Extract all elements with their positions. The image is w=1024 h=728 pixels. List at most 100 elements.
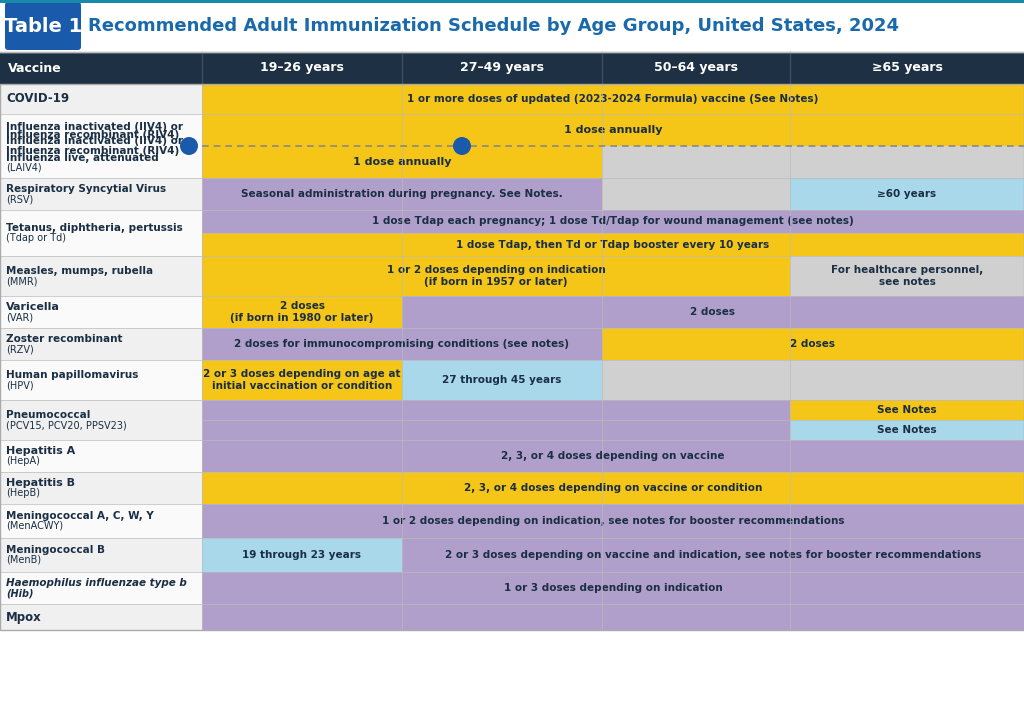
Text: Zoster recombinant: Zoster recombinant <box>6 334 123 344</box>
Bar <box>202 604 1024 630</box>
Text: (LAIV4): (LAIV4) <box>6 162 42 172</box>
Bar <box>202 233 1024 256</box>
Text: 1 or 2 doses depending on indication, see notes for booster recommendations: 1 or 2 doses depending on indication, se… <box>382 516 844 526</box>
Bar <box>202 538 402 572</box>
Text: 1 dose annually: 1 dose annually <box>564 125 663 135</box>
Text: 2 doses: 2 doses <box>791 339 836 349</box>
Bar <box>0 538 202 572</box>
Bar <box>602 146 1024 178</box>
Bar <box>202 440 1024 472</box>
Text: 2 doses for immunocompromising conditions (see notes): 2 doses for immunocompromising condition… <box>234 339 569 349</box>
Text: (HepA): (HepA) <box>6 456 40 466</box>
Bar <box>0 0 1024 52</box>
Bar <box>0 360 202 400</box>
Bar <box>790 178 1024 210</box>
Text: 1 or more doses of updated (2023-2024 Formula) vaccine (See Notes): 1 or more doses of updated (2023-2024 Fo… <box>408 94 818 104</box>
Bar <box>0 328 202 360</box>
Text: (RZV): (RZV) <box>6 344 34 354</box>
Text: ≥60 years: ≥60 years <box>878 189 937 199</box>
Bar <box>0 84 1024 630</box>
Text: Influenza recombinant (RIV4): Influenza recombinant (RIV4) <box>6 146 179 156</box>
Text: 2, 3, or 4 doses depending on vaccine: 2, 3, or 4 doses depending on vaccine <box>502 451 725 461</box>
Text: (VAR): (VAR) <box>6 312 33 322</box>
Text: Pneumococcal: Pneumococcal <box>6 410 90 420</box>
Text: Seasonal administration during pregnancy. See Notes.: Seasonal administration during pregnancy… <box>241 189 563 199</box>
Bar <box>402 538 1024 572</box>
Text: Vaccine: Vaccine <box>8 61 61 74</box>
Text: 1 or 2 doses depending on indication
(if born in 1957 or later): 1 or 2 doses depending on indication (if… <box>387 265 605 287</box>
Bar <box>202 472 1024 504</box>
Bar <box>202 84 1024 114</box>
Text: ≥65 years: ≥65 years <box>871 61 942 74</box>
Text: 19 through 23 years: 19 through 23 years <box>243 550 361 560</box>
Bar <box>202 360 402 400</box>
Bar <box>0 440 202 472</box>
Text: Respiratory Syncytial Virus: Respiratory Syncytial Virus <box>6 184 166 194</box>
Text: Influenza live, attenuated: Influenza live, attenuated <box>6 153 159 163</box>
Text: Influenza inactivated (IIV4) or: Influenza inactivated (IIV4) or <box>6 122 183 132</box>
Bar <box>202 504 1024 538</box>
Text: Influenza inactivated (IIV4) or: Influenza inactivated (IIV4) or <box>6 136 183 146</box>
Text: 1 dose Tdap, then Td or Tdap booster every 10 years: 1 dose Tdap, then Td or Tdap booster eve… <box>457 240 770 250</box>
Bar <box>202 146 602 178</box>
Text: 2 doses
(if born in 1980 or later): 2 doses (if born in 1980 or later) <box>230 301 374 323</box>
Bar <box>202 400 790 420</box>
Bar <box>790 400 1024 420</box>
Bar <box>202 420 790 440</box>
Bar <box>0 114 202 178</box>
Text: Meningococcal A, C, W, Y: Meningococcal A, C, W, Y <box>6 511 154 521</box>
Text: Measles, mumps, rubella: Measles, mumps, rubella <box>6 266 154 276</box>
Text: Human papillomavirus: Human papillomavirus <box>6 370 138 380</box>
Bar <box>790 420 1024 440</box>
Bar <box>202 328 602 360</box>
Text: Recommended Adult Immunization Schedule by Age Group, United States, 2024: Recommended Adult Immunization Schedule … <box>88 17 899 35</box>
FancyBboxPatch shape <box>5 2 81 50</box>
Text: or: or <box>183 141 195 151</box>
Circle shape <box>180 137 198 155</box>
Text: Mpox: Mpox <box>6 611 42 623</box>
Text: 27–49 years: 27–49 years <box>460 61 544 74</box>
Bar <box>202 296 402 328</box>
Bar <box>0 52 1024 84</box>
Bar <box>202 572 1024 604</box>
Text: (MMR): (MMR) <box>6 276 38 286</box>
Bar <box>202 178 602 210</box>
Text: 2, 3, or 4 doses depending on vaccine or condition: 2, 3, or 4 doses depending on vaccine or… <box>464 483 762 493</box>
Text: Hepatitis A: Hepatitis A <box>6 446 75 456</box>
Bar <box>0 472 202 504</box>
Text: 50–64 years: 50–64 years <box>654 61 738 74</box>
Text: Tetanus, diphtheria, pertussis: Tetanus, diphtheria, pertussis <box>6 223 182 233</box>
Bar <box>0 504 202 538</box>
Bar <box>790 256 1024 296</box>
Text: 27 through 45 years: 27 through 45 years <box>442 375 562 385</box>
Bar <box>402 360 602 400</box>
Bar <box>602 360 1024 400</box>
Text: Hepatitis B: Hepatitis B <box>6 478 75 488</box>
Text: 19–26 years: 19–26 years <box>260 61 344 74</box>
Text: 2 doses: 2 doses <box>690 307 735 317</box>
Text: (MenACWY): (MenACWY) <box>6 521 63 531</box>
Bar <box>402 296 1024 328</box>
Text: Meningococcal B: Meningococcal B <box>6 545 105 555</box>
Text: (HPV): (HPV) <box>6 380 34 390</box>
Text: See Notes: See Notes <box>878 405 937 415</box>
Bar <box>0 572 202 604</box>
Text: (MenB): (MenB) <box>6 555 41 565</box>
Bar <box>202 256 790 296</box>
Bar <box>0 0 1024 3</box>
Text: Influenza recombinant (RIV4): Influenza recombinant (RIV4) <box>6 130 179 140</box>
Text: 2 or 3 doses depending on age at
initial vaccination or condition: 2 or 3 doses depending on age at initial… <box>203 369 400 391</box>
Text: For healthcare personnel,
see notes: For healthcare personnel, see notes <box>830 265 983 287</box>
Bar <box>202 114 1024 146</box>
Text: (Tdap or Td): (Tdap or Td) <box>6 233 66 243</box>
Text: (HepB): (HepB) <box>6 488 40 498</box>
Bar <box>202 210 1024 233</box>
Text: 1 dose annually: 1 dose annually <box>352 157 452 167</box>
Bar <box>602 178 790 210</box>
Text: or: or <box>457 141 467 151</box>
Bar <box>0 256 202 296</box>
Text: Varicella: Varicella <box>6 302 59 312</box>
Text: 2 or 3 doses depending on vaccine and indication, see notes for booster recommen: 2 or 3 doses depending on vaccine and in… <box>444 550 981 560</box>
Bar <box>0 84 202 114</box>
Text: (Hib): (Hib) <box>6 588 34 598</box>
